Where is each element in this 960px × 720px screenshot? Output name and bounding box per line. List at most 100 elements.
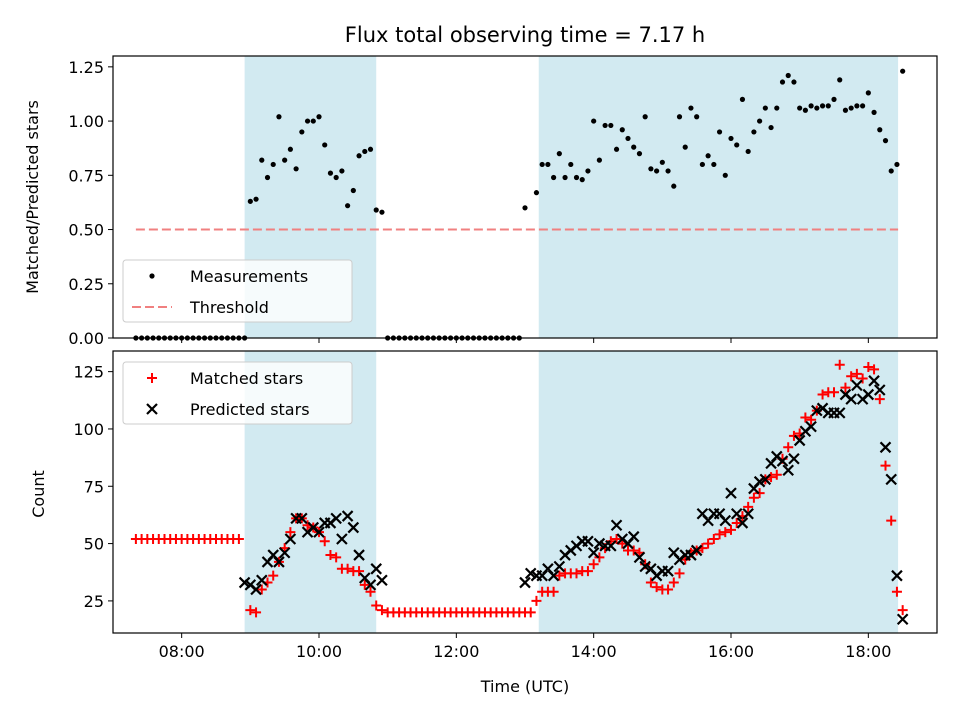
- matched-star-point: [582, 566, 593, 577]
- predicted-star-point: [341, 510, 354, 522]
- predicted-star-point: [759, 473, 772, 486]
- predicted-star-point: [519, 576, 531, 589]
- measurement-point: [373, 207, 379, 213]
- matched-star-point: [800, 412, 811, 423]
- measurement-point: [877, 127, 883, 133]
- matched-star-point: [869, 364, 880, 375]
- measurement-point: [654, 168, 660, 174]
- matched-star-point: [359, 579, 370, 590]
- predicted-star-point: [793, 434, 806, 447]
- measurement-point: [825, 103, 831, 109]
- measurement-point: [585, 168, 591, 174]
- matched-star-point: [554, 570, 565, 581]
- x-tick-label: 08:00: [159, 642, 205, 661]
- predicted-star-point: [610, 519, 623, 532]
- measurement-point: [310, 118, 316, 124]
- predicted-star-point: [742, 508, 754, 520]
- predicted-star-point: [336, 533, 348, 545]
- measurement-point: [751, 129, 757, 135]
- measurement-point: [768, 124, 774, 131]
- matched-star-point: [319, 536, 330, 547]
- predicted-star-point: [547, 569, 560, 582]
- predicted-star-point: [690, 544, 703, 557]
- measurement-point: [304, 118, 311, 124]
- measurement-point: [688, 105, 694, 111]
- matched-star-point: [663, 584, 674, 595]
- matched-star-point: [708, 534, 719, 544]
- matched-star-point: [376, 605, 387, 616]
- matched-star-point: [525, 607, 536, 618]
- figure-title: Flux total observing time = 7.17 h: [345, 23, 705, 47]
- predicted-star-point: [874, 384, 886, 396]
- measurement-point: [562, 174, 568, 181]
- measurement-point: [699, 161, 705, 168]
- measurement-point: [837, 77, 843, 83]
- measurement-point: [860, 103, 866, 109]
- bottom-y-tick-label: 125: [73, 363, 104, 382]
- matched-star-point: [840, 382, 851, 393]
- measurement-point: [648, 166, 654, 172]
- measurement-point: [264, 174, 271, 181]
- measurement-point: [339, 168, 345, 174]
- measurement-point: [682, 144, 688, 150]
- measurement-point: [259, 157, 265, 163]
- measurement-point: [728, 135, 734, 142]
- measurement-point: [367, 146, 374, 152]
- matched-star-point: [754, 488, 765, 499]
- matched-star-point: [645, 577, 656, 588]
- measurement-point: [665, 168, 671, 174]
- predicted-star-point: [788, 452, 800, 465]
- matched-star-point: [863, 362, 874, 373]
- chart-panels: 0.00 0.25 0.50 0.75 1.00 1.25 Measurements Thre…: [68, 55, 938, 661]
- matched-star-point: [829, 387, 839, 398]
- top-y-axis-label: Matched/Predicted stars: [23, 100, 42, 294]
- top-legend: Measurements Threshold: [122, 259, 353, 323]
- measurement-point: [602, 122, 608, 129]
- predicted-star-point: [370, 563, 382, 575]
- matched-star-point: [365, 586, 376, 597]
- measurement-point: [705, 153, 711, 159]
- measurement-point: [671, 183, 677, 189]
- measurement-point: [779, 79, 786, 85]
- measurement-point: [871, 109, 877, 115]
- matched-star-point: [245, 605, 256, 616]
- measurement-point: [350, 187, 356, 194]
- measurement-point: [831, 96, 837, 102]
- bottom-y-tick-label: 25: [84, 592, 104, 611]
- measurement-point: [757, 118, 763, 124]
- measurement-point: [745, 148, 751, 155]
- measurement-point: [276, 114, 282, 120]
- matched-star-point: [548, 586, 559, 597]
- matched-star-point: [268, 570, 279, 581]
- bottom-series-1: [238, 375, 909, 626]
- matched-star-point: [571, 568, 582, 579]
- matched-star-point: [594, 552, 605, 563]
- predicted-star-point: [605, 540, 617, 552]
- x-axis-label: Time (UTC): [480, 677, 569, 696]
- measurement-point: [625, 135, 631, 142]
- measurement-point: [327, 170, 334, 176]
- measurement-point: [791, 79, 797, 85]
- predicted-star-point: [296, 512, 308, 525]
- top-panel: 0.00 0.25 0.50 0.75 1.00 1.25 Measurements Thre…: [68, 55, 938, 348]
- predicted-star-point: [719, 514, 732, 527]
- matched-star-point: [731, 517, 742, 528]
- x-tick-label: 10:00: [296, 642, 342, 661]
- predicted-star-point: [868, 375, 880, 387]
- predicted-star-point: [862, 388, 875, 401]
- top-y-tick-label: 0.25: [68, 275, 104, 294]
- matched-star-point: [880, 460, 891, 471]
- measurement-point: [247, 198, 253, 204]
- measurement-point: [894, 161, 900, 168]
- matched-star-point: [342, 563, 353, 574]
- matched-star-point: [834, 359, 845, 370]
- predicted-star-point: [833, 407, 846, 419]
- measurement-point: [556, 151, 562, 157]
- measurement-point: [716, 129, 723, 135]
- predicted-star-point: [879, 441, 892, 454]
- measurement-point: [739, 96, 746, 102]
- predicted-star-point: [782, 464, 794, 476]
- measurement-point: [814, 105, 820, 111]
- predicted-star-point: [725, 487, 737, 499]
- bottom-y-tick-label: 100: [73, 420, 104, 439]
